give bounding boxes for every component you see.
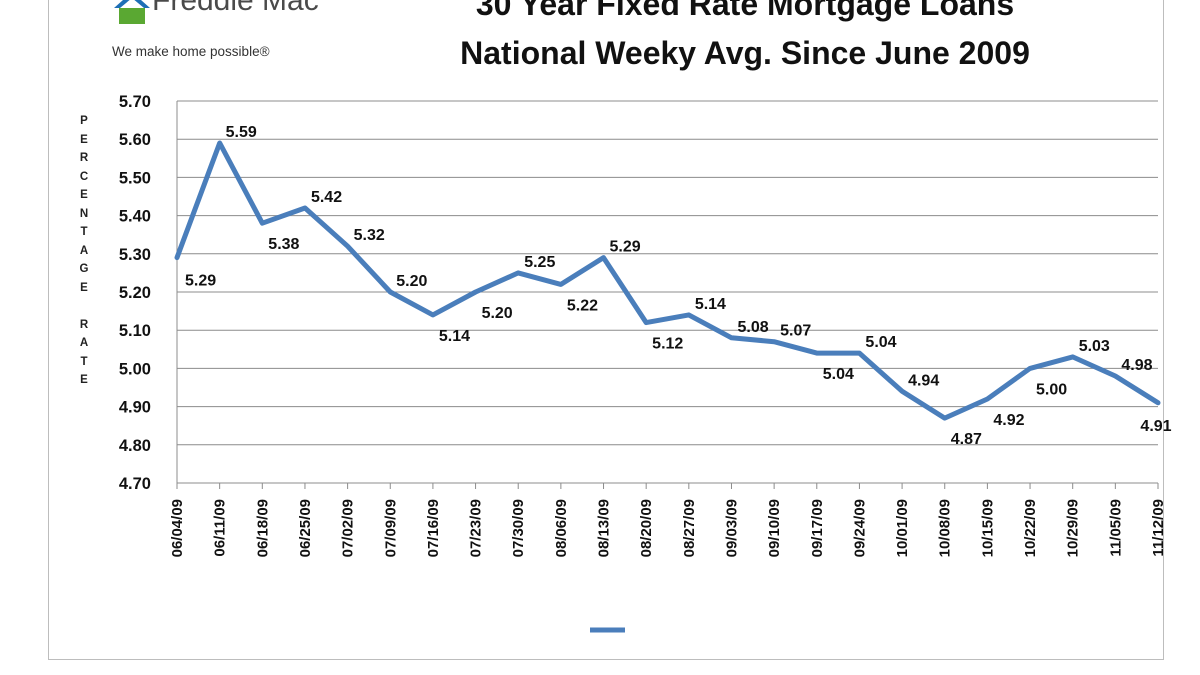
- data-label: 5.08: [737, 319, 768, 336]
- data-label: 5.03: [1079, 338, 1110, 355]
- chart-frame: [48, 0, 1164, 660]
- data-label: 5.22: [567, 297, 598, 314]
- data-label: 5.14: [695, 296, 726, 313]
- data-label: 5.04: [865, 334, 896, 351]
- y-tick-label: 4.90: [119, 399, 151, 417]
- y-axis-label-letter: P: [80, 115, 88, 127]
- x-tick-label: 09/03/09: [723, 499, 740, 557]
- data-label: 5.29: [185, 273, 216, 290]
- x-tick-label: 10/22/09: [1022, 499, 1039, 557]
- y-tick-label: 5.30: [119, 246, 151, 264]
- y-tick-label: 5.60: [119, 131, 151, 149]
- y-tick-label: 4.70: [119, 475, 151, 493]
- y-axis-label-letter: E: [80, 374, 88, 386]
- house-logo-icon: [114, 0, 150, 24]
- x-tick-label: 10/15/09: [979, 499, 996, 557]
- y-axis-label-letter: R: [79, 318, 89, 331]
- y-axis-label-letter: R: [79, 152, 89, 164]
- freddie-mac-logo: Freddie Mac We make home possible®: [110, 0, 319, 66]
- data-label: 4.92: [993, 412, 1024, 429]
- x-tick-label: 10/29/09: [1065, 499, 1082, 557]
- logo-name: Freddie Mac: [152, 0, 319, 17]
- series-line: [174, 140, 1161, 421]
- x-tick-label: 08/27/09: [681, 499, 698, 557]
- data-label: 5.38: [268, 236, 299, 253]
- logo-tagline: We make home possible®: [112, 44, 270, 59]
- x-tick-label: 06/18/09: [254, 499, 271, 557]
- data-label: 5.25: [524, 254, 555, 271]
- y-tick-label: 5.40: [119, 208, 151, 226]
- y-axis-label-letter: A: [79, 337, 89, 349]
- y-tick-label: 5.20: [119, 284, 151, 302]
- x-tick-label: 08/20/09: [638, 499, 655, 557]
- x-tick-label: 07/16/09: [425, 499, 442, 557]
- data-label: 5.07: [780, 323, 811, 340]
- chart-subtitle: National Weeky Avg. Since June 2009: [460, 35, 1030, 71]
- y-axis-label-letter: E: [80, 281, 88, 294]
- y-tick-label: 5.70: [119, 93, 151, 111]
- x-tick-label: 07/09/09: [382, 499, 399, 557]
- y-axis-label-letter: A: [79, 244, 89, 257]
- x-tick-label: 09/17/09: [809, 499, 826, 557]
- data-label: 4.94: [908, 372, 939, 389]
- y-axis-label-letter: E: [80, 189, 88, 201]
- y-axis-label-letter: G: [79, 263, 89, 275]
- x-tick-label: 09/24/09: [851, 499, 868, 557]
- data-label: 5.00: [1036, 381, 1067, 398]
- x-tick-label: 09/10/09: [766, 499, 783, 557]
- data-label: 4.87: [951, 431, 982, 448]
- x-tick-label: 07/23/09: [468, 499, 485, 557]
- x-tick-label: 08/06/09: [553, 499, 570, 557]
- y-tick-label: 4.80: [119, 437, 151, 455]
- y-tick-label: 5.10: [119, 322, 151, 340]
- x-tick-label: 10/08/09: [937, 499, 954, 557]
- data-label: 5.42: [311, 189, 342, 206]
- x-tick-label: 10/01/09: [894, 499, 911, 557]
- y-axis-label-letter: T: [80, 226, 88, 238]
- y-axis-label-letter: T: [80, 355, 88, 368]
- x-tick-label: 11/12/09: [1150, 499, 1167, 557]
- y-axis-label-letter: C: [79, 170, 89, 183]
- y-axis-label-letter: E: [80, 133, 88, 146]
- x-tick-label: 06/04/09: [169, 499, 186, 557]
- y-tick-label: 5.00: [119, 360, 151, 378]
- x-tick-label: 11/05/09: [1107, 499, 1124, 557]
- chart-title: 30 Year Fixed Rate Mortgage Loans: [475, 0, 1015, 22]
- data-label: 4.91: [1140, 418, 1171, 435]
- data-label: 5.04: [823, 366, 854, 383]
- data-label: 5.29: [610, 239, 641, 256]
- y-tick-label: 5.50: [119, 169, 151, 187]
- data-label: 5.32: [354, 227, 385, 244]
- x-tick-label: 06/11/09: [212, 499, 229, 557]
- x-tick-label: 07/30/09: [510, 499, 527, 557]
- data-label: 5.12: [652, 336, 683, 353]
- x-tick-label: 06/25/09: [297, 499, 314, 557]
- x-tick-label: 07/02/09: [340, 499, 357, 557]
- y-axis-label-letter: N: [79, 207, 89, 220]
- data-label: 4.98: [1121, 357, 1152, 374]
- data-label: 5.20: [396, 273, 427, 290]
- x-tick-label: 08/13/09: [596, 499, 613, 557]
- data-label: 5.20: [482, 305, 513, 322]
- data-label: 5.59: [226, 124, 257, 141]
- data-label: 5.14: [439, 328, 470, 345]
